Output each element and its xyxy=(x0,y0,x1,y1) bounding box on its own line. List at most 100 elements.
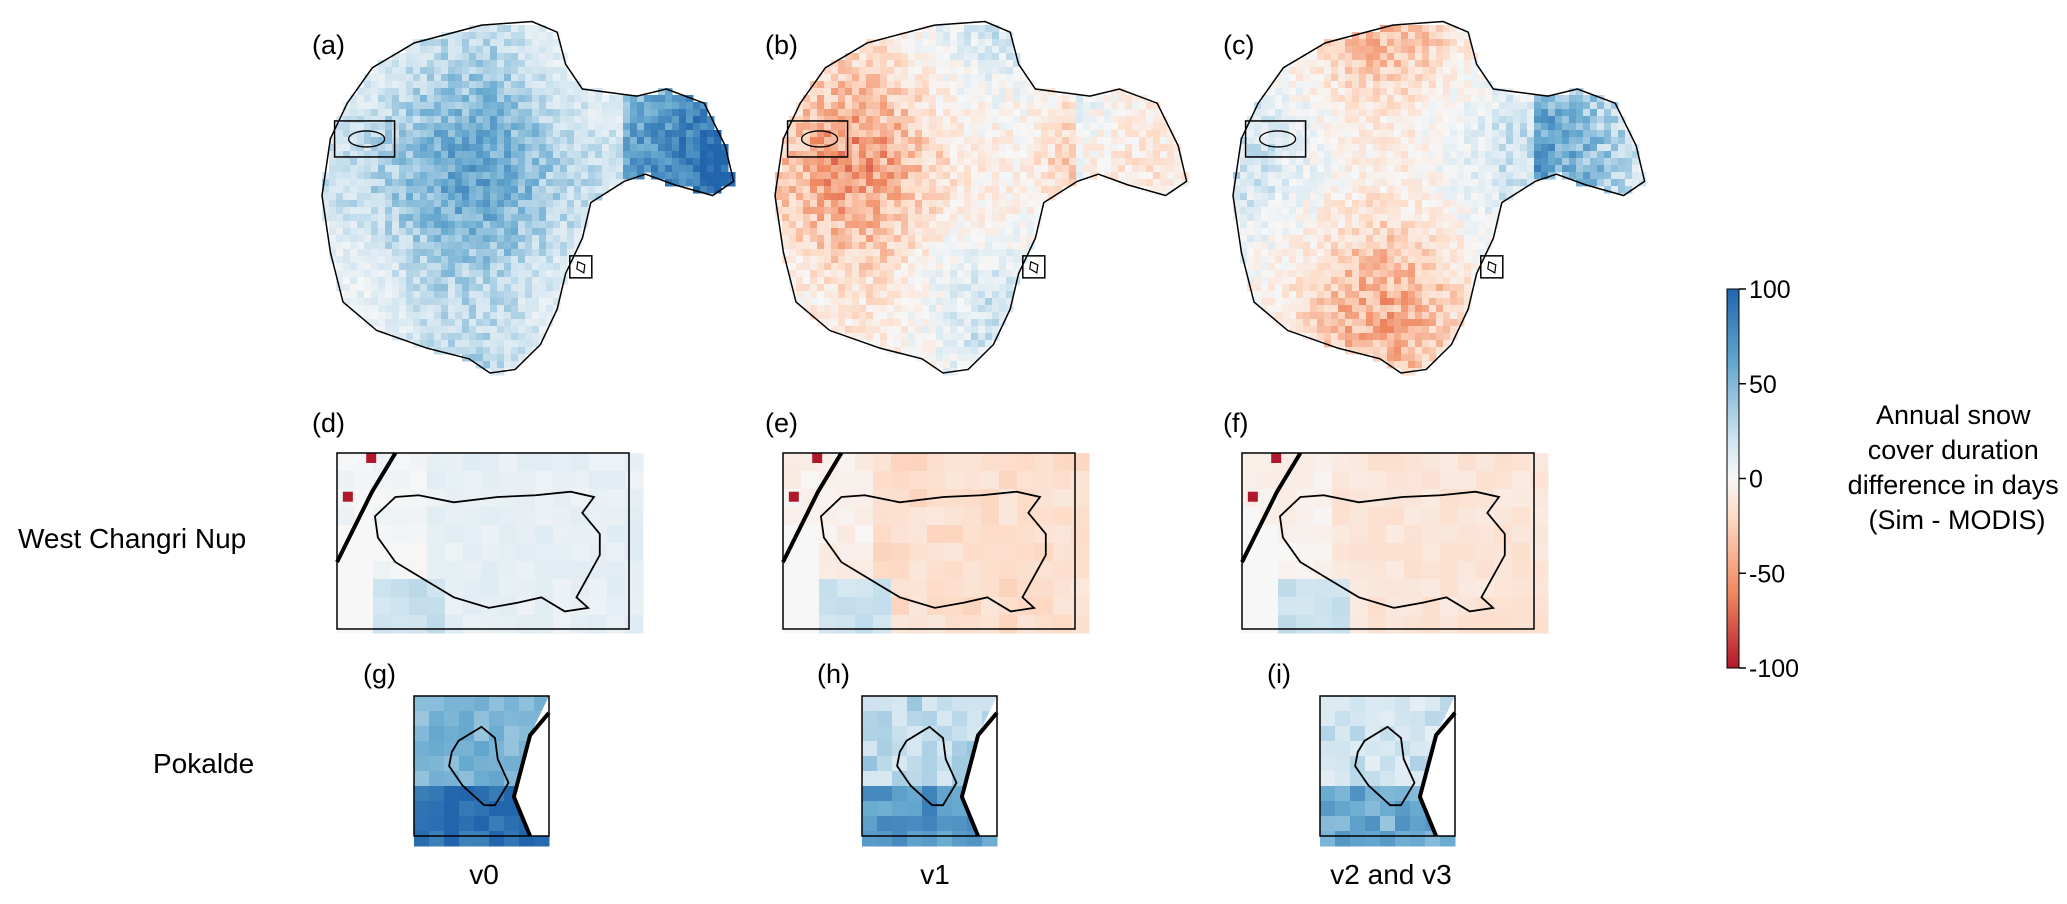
map-cell xyxy=(1020,158,1028,166)
map-cell xyxy=(1139,116,1147,124)
map-cell xyxy=(1457,270,1465,278)
map-cell xyxy=(693,102,701,110)
map-cell xyxy=(1345,207,1353,215)
map-cell xyxy=(448,172,456,180)
map-cell xyxy=(532,74,540,82)
map-cell xyxy=(455,123,463,131)
map-cell xyxy=(887,284,895,292)
map-cell xyxy=(357,95,365,103)
map-cell xyxy=(497,151,505,159)
map-cell xyxy=(943,74,951,82)
map-cell xyxy=(518,109,526,117)
map-cell xyxy=(714,165,722,173)
map-cell xyxy=(490,109,498,117)
map-cell xyxy=(1394,46,1402,54)
map-cell xyxy=(824,193,832,201)
map-cell xyxy=(1132,158,1140,166)
map-cell xyxy=(525,221,533,229)
map-cell xyxy=(775,200,783,208)
map-cell xyxy=(817,151,825,159)
map-cell xyxy=(1415,179,1423,187)
map-cell xyxy=(824,221,832,229)
map-cell xyxy=(420,95,428,103)
map-cell xyxy=(908,284,916,292)
map-cell xyxy=(560,256,568,264)
map-cell xyxy=(971,81,979,89)
map-cell xyxy=(1436,95,1444,103)
map-cell xyxy=(1324,102,1332,110)
map-cell xyxy=(1457,165,1465,173)
map-cell xyxy=(845,228,853,236)
map-cell xyxy=(866,326,874,334)
map-cell xyxy=(476,137,484,145)
map-cell xyxy=(1296,186,1304,194)
map-cell xyxy=(1457,116,1465,124)
map-cell xyxy=(1254,228,1262,236)
map-cell xyxy=(434,249,442,257)
map-cell xyxy=(936,354,944,362)
map-cell xyxy=(796,270,804,278)
map-cell xyxy=(413,263,421,271)
map-cell xyxy=(978,95,986,103)
map-cell xyxy=(539,81,547,89)
map-cell xyxy=(845,151,853,159)
map-cell xyxy=(1345,144,1353,152)
map-cell xyxy=(817,109,825,117)
map-cell xyxy=(859,102,867,110)
map-cell xyxy=(539,263,547,271)
map-cell xyxy=(350,242,358,250)
map-cell xyxy=(490,361,498,369)
map-cell xyxy=(859,333,867,341)
map-cell xyxy=(1345,60,1353,68)
map-cell xyxy=(1373,270,1381,278)
map-cell xyxy=(1275,277,1283,285)
map-cell xyxy=(623,158,631,166)
map-cell xyxy=(1576,116,1584,124)
map-cell xyxy=(936,25,944,33)
map-cell xyxy=(462,53,470,61)
map-cell xyxy=(1310,214,1318,222)
map-cell xyxy=(644,123,652,131)
map-cell xyxy=(1415,130,1423,138)
map-cell xyxy=(483,109,491,117)
map-cell xyxy=(1499,88,1507,96)
map-cell xyxy=(574,228,582,236)
map-cell xyxy=(1408,179,1416,187)
map-cell xyxy=(427,214,435,222)
map-cell xyxy=(364,74,372,82)
map-cell xyxy=(1317,102,1325,110)
map-cell xyxy=(1345,46,1353,54)
map-cell xyxy=(1604,179,1612,187)
map-cell xyxy=(943,193,951,201)
map-cell xyxy=(859,249,867,257)
map-cell xyxy=(922,53,930,61)
map-cell xyxy=(1254,242,1262,250)
map-cell xyxy=(700,172,708,180)
map-cell xyxy=(448,298,456,306)
map-cell xyxy=(922,284,930,292)
map-cell xyxy=(476,158,484,166)
map-cell xyxy=(901,277,909,285)
map-cell xyxy=(929,172,937,180)
map-cell xyxy=(497,319,505,327)
catchment-map-v2-v3 xyxy=(1232,20,1647,376)
map-cell xyxy=(329,186,337,194)
map-cell xyxy=(1548,158,1556,166)
map-cell xyxy=(985,123,993,131)
map-cell xyxy=(1331,186,1339,194)
map-cell xyxy=(469,39,477,47)
map-cell xyxy=(1013,207,1021,215)
map-cell xyxy=(950,60,958,68)
map-cell xyxy=(1450,109,1458,117)
map-cell xyxy=(1275,88,1283,96)
map-cell xyxy=(364,256,372,264)
map-cell xyxy=(1366,249,1374,257)
map-cell xyxy=(922,312,930,320)
map-cell xyxy=(553,256,561,264)
map-cell xyxy=(1352,123,1360,131)
map-cell xyxy=(845,270,853,278)
map-cell xyxy=(1380,39,1388,47)
map-cell xyxy=(1268,116,1276,124)
map-cell xyxy=(1303,144,1311,152)
map-cell xyxy=(364,228,372,236)
